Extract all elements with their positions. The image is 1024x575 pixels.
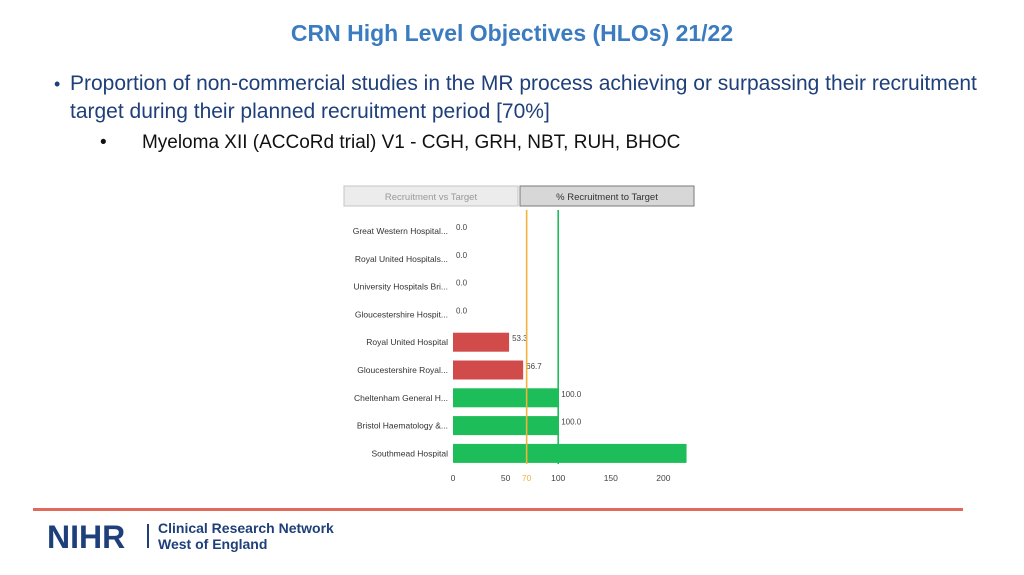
bar bbox=[453, 416, 559, 436]
recruitment-chart: Recruitment vs Target % Recruitment to Ta… bbox=[343, 185, 695, 483]
tab-label-1: % Recruitment to Target bbox=[556, 192, 658, 203]
category-label: Gloucestershire Hospit... bbox=[355, 309, 448, 319]
data-label: 0.0 bbox=[456, 279, 468, 288]
data-label: 53.3 bbox=[512, 334, 528, 343]
sub-bullet-text: Myeloma XII (ACCoRd trial) V1 - CGH, GRH… bbox=[141, 132, 681, 153]
nihr-logo: NIHR bbox=[47, 520, 149, 552]
category-label: Cheltenham General H... bbox=[354, 393, 448, 403]
x-tick-label: 0 bbox=[451, 473, 456, 483]
data-label: 66.7 bbox=[526, 362, 542, 371]
x-tick-label: 200 bbox=[656, 473, 670, 483]
slide-title: CRN High Level Objectives (HLOs) 21/22 bbox=[290, 20, 734, 46]
org-line-1: Clinical Research Network bbox=[158, 520, 334, 536]
x-tick-label: 100 bbox=[551, 473, 565, 483]
main-bullet-text: Proportion of non-commercial studies in … bbox=[70, 72, 977, 123]
nihr-logo-text: NIHR bbox=[47, 520, 125, 552]
tab-label-0: Recruitment vs Target bbox=[385, 192, 478, 203]
footer-divider bbox=[33, 508, 963, 511]
sub-bullet: • Myeloma XII (ACCoRd trial) V1 - CGH, G… bbox=[100, 132, 680, 154]
data-label: 0.0 bbox=[456, 251, 468, 260]
data-label: 100.0 bbox=[561, 390, 582, 399]
category-label: Gloucestershire Royal... bbox=[357, 365, 448, 375]
bar bbox=[453, 332, 510, 352]
data-label: 100.0 bbox=[561, 418, 582, 427]
category-label: Royal United Hospitals... bbox=[355, 254, 448, 264]
category-label: Bristol Haematology &... bbox=[357, 421, 448, 431]
logo-separator bbox=[147, 524, 149, 548]
org-name: Clinical Research Network West of Englan… bbox=[158, 520, 334, 552]
tab-0[interactable] bbox=[343, 185, 519, 207]
category-label: Southmead Hospital bbox=[371, 448, 448, 458]
data-label: 0.0 bbox=[456, 306, 468, 315]
bullet-glyph: • bbox=[54, 74, 61, 94]
x-tick-label: 150 bbox=[604, 473, 618, 483]
category-label: Great Western Hospital... bbox=[353, 226, 448, 236]
bar bbox=[453, 360, 524, 380]
category-label: University Hospitals Bri... bbox=[354, 282, 448, 292]
data-label: 0.0 bbox=[456, 223, 468, 232]
x-tick-label: 50 bbox=[501, 473, 511, 483]
bar bbox=[453, 443, 687, 463]
reference-line-label: 70 bbox=[522, 473, 532, 483]
sub-bullet-glyph: • bbox=[100, 132, 107, 153]
bar bbox=[453, 388, 559, 408]
org-line-2: West of England bbox=[158, 536, 268, 552]
category-label: Royal United Hospital bbox=[366, 337, 448, 347]
tab-1[interactable] bbox=[519, 185, 695, 207]
